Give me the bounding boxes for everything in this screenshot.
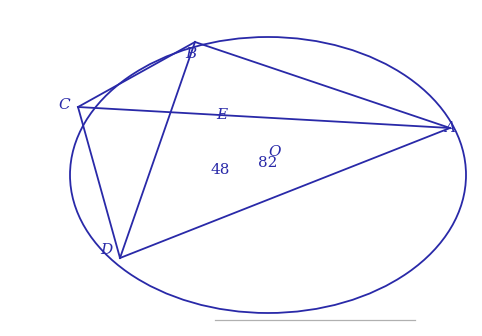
Text: E: E bbox=[216, 108, 228, 122]
Text: B: B bbox=[186, 47, 197, 61]
Text: 48: 48 bbox=[211, 163, 230, 177]
Text: D: D bbox=[100, 243, 112, 257]
Text: C: C bbox=[58, 98, 70, 112]
Text: 82: 82 bbox=[258, 156, 277, 170]
Text: A: A bbox=[444, 121, 455, 135]
Text: O: O bbox=[269, 145, 281, 159]
